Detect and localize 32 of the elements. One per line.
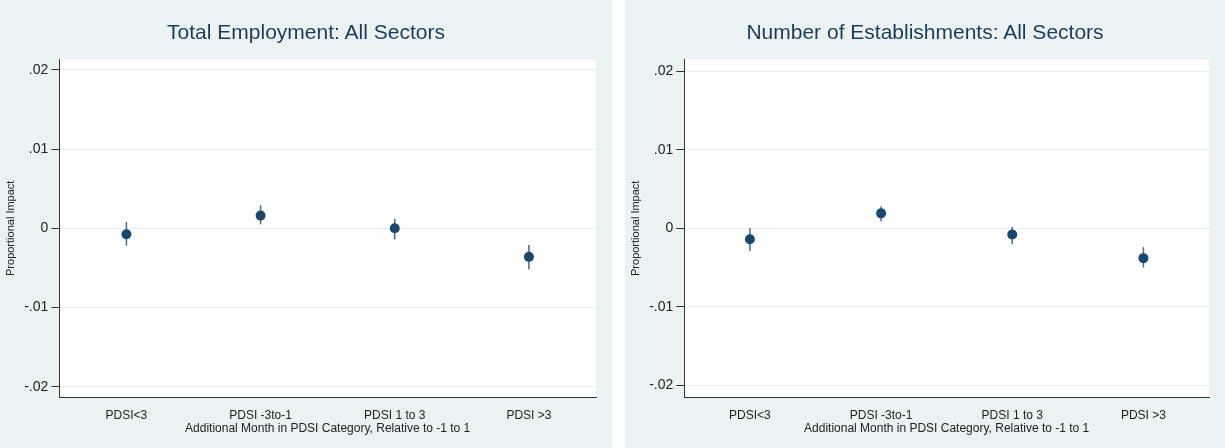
x-tick-label: PDSI -3to-1 bbox=[229, 407, 293, 422]
x-tick-label: PDSI 1 to 3 bbox=[981, 407, 1044, 422]
point bbox=[744, 234, 755, 245]
y-tick-label: -.02 bbox=[649, 376, 674, 393]
y-tick-label: .02 bbox=[653, 62, 674, 79]
x-tick-label: PDSI >3 bbox=[506, 407, 552, 422]
chart-title: Number of Establishments: All Sectors bbox=[745, 20, 1105, 44]
x-tick-label: PDSI >3 bbox=[1120, 407, 1167, 422]
x-tick-label: PDSI 1 to 3 bbox=[364, 407, 426, 422]
x-tick-label: PDSI -3to-1 bbox=[849, 407, 913, 422]
point bbox=[255, 210, 266, 221]
point bbox=[121, 229, 132, 240]
y-tick-label: -.01 bbox=[24, 298, 49, 315]
x-tick-label: PDSI<3 bbox=[105, 407, 148, 422]
x-axis-title: Additional Month in PDSI Category, Relative to -1 to 1 bbox=[185, 421, 471, 436]
chart-title: Total Employment: All Sectors bbox=[166, 20, 446, 44]
x-tick-label: PDSI<3 bbox=[729, 407, 772, 422]
y-tick-label: -.02 bbox=[24, 377, 49, 394]
y-tick-label: 0 bbox=[40, 219, 49, 236]
y-tick-label: -.01 bbox=[649, 297, 674, 314]
point bbox=[876, 208, 887, 219]
y-tick-label: .01 bbox=[28, 139, 49, 156]
y-tick-label: .01 bbox=[653, 140, 674, 157]
y-tick-label: 0 bbox=[665, 219, 674, 236]
point bbox=[1007, 229, 1018, 240]
y-axis-title: Proportional Impact bbox=[3, 180, 16, 276]
point bbox=[389, 223, 400, 234]
x-axis-title: Additional Month in PDSI Category, Relative to -1 to 1 bbox=[804, 421, 1090, 436]
point bbox=[1138, 253, 1149, 264]
y-axis-title: Proportional Impact bbox=[628, 180, 641, 276]
point bbox=[523, 251, 534, 262]
y-tick-label: .02 bbox=[28, 60, 49, 77]
